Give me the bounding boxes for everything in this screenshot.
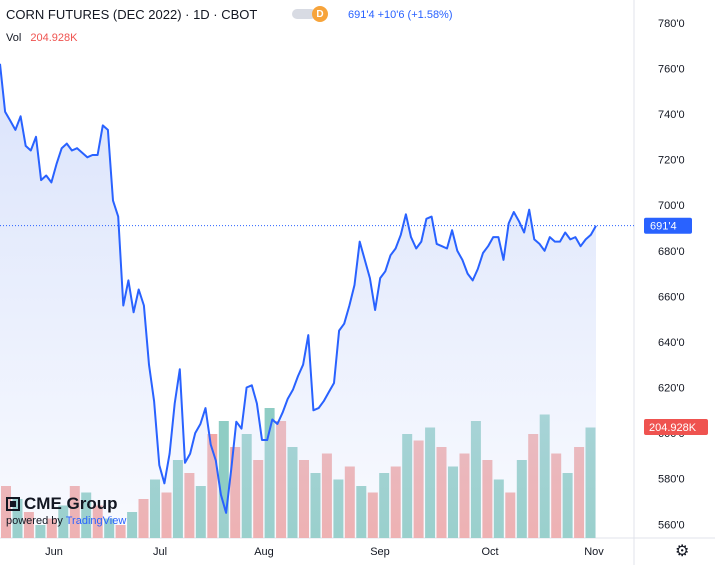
symbol-title: CORN FUTURES (DEC 2022) · 1D · CBOT [6, 7, 258, 22]
x-tick-label: Nov [584, 546, 604, 558]
price-line [0, 63, 597, 514]
y-tick-label: 720'0 [658, 155, 685, 167]
price-area-fill [0, 63, 596, 539]
y-tick-label: 640'0 [658, 337, 685, 349]
cme-brand: CME Group [6, 494, 126, 514]
cme-brand-text: CME Group [24, 494, 118, 513]
delayed-data-badge[interactable]: D [312, 6, 328, 22]
last-price-tag [644, 217, 692, 234]
y-tick-label: 680'0 [658, 246, 685, 258]
powered-by-text: powered by [6, 515, 63, 527]
y-tick-label: 620'0 [658, 383, 685, 395]
last-volume-tag [644, 419, 708, 435]
x-tick-label: Oct [481, 546, 498, 558]
y-tick-label: 760'0 [658, 63, 685, 75]
x-tick-label: Jul [153, 546, 167, 558]
volume-legend: Vol 204.928K [6, 32, 77, 44]
last-volume-tag-label: 204.928K [649, 422, 697, 434]
cme-logo-icon [6, 497, 20, 511]
cme-logo[interactable]: CME Group powered by TradingView [6, 494, 126, 527]
last-price-tag-label: 691'4 [650, 221, 677, 233]
x-tick-label: Sep [370, 546, 390, 558]
y-tick-label: 580'0 [658, 474, 685, 486]
volume-label: Vol [6, 32, 22, 44]
y-tick-label: 560'0 [658, 519, 685, 531]
volume-value: 204.928K [30, 32, 78, 44]
y-tick-label: 700'0 [658, 200, 685, 212]
session-toggle[interactable] [292, 9, 316, 19]
y-tick-label: 740'0 [658, 109, 685, 121]
tradingview-link[interactable]: TradingView [65, 515, 127, 527]
volume-bar [218, 421, 229, 538]
x-tick-label: Aug [254, 546, 274, 558]
powered-by: powered by TradingView [6, 515, 126, 527]
y-tick-label: 660'0 [658, 291, 685, 303]
settings-gear-icon[interactable]: ⚙ [675, 543, 690, 560]
x-tick-label: Jun [45, 546, 63, 558]
y-tick-label: 780'0 [658, 18, 685, 30]
price-quote: 691'4 +10'6 (+1.58%) [348, 9, 453, 21]
